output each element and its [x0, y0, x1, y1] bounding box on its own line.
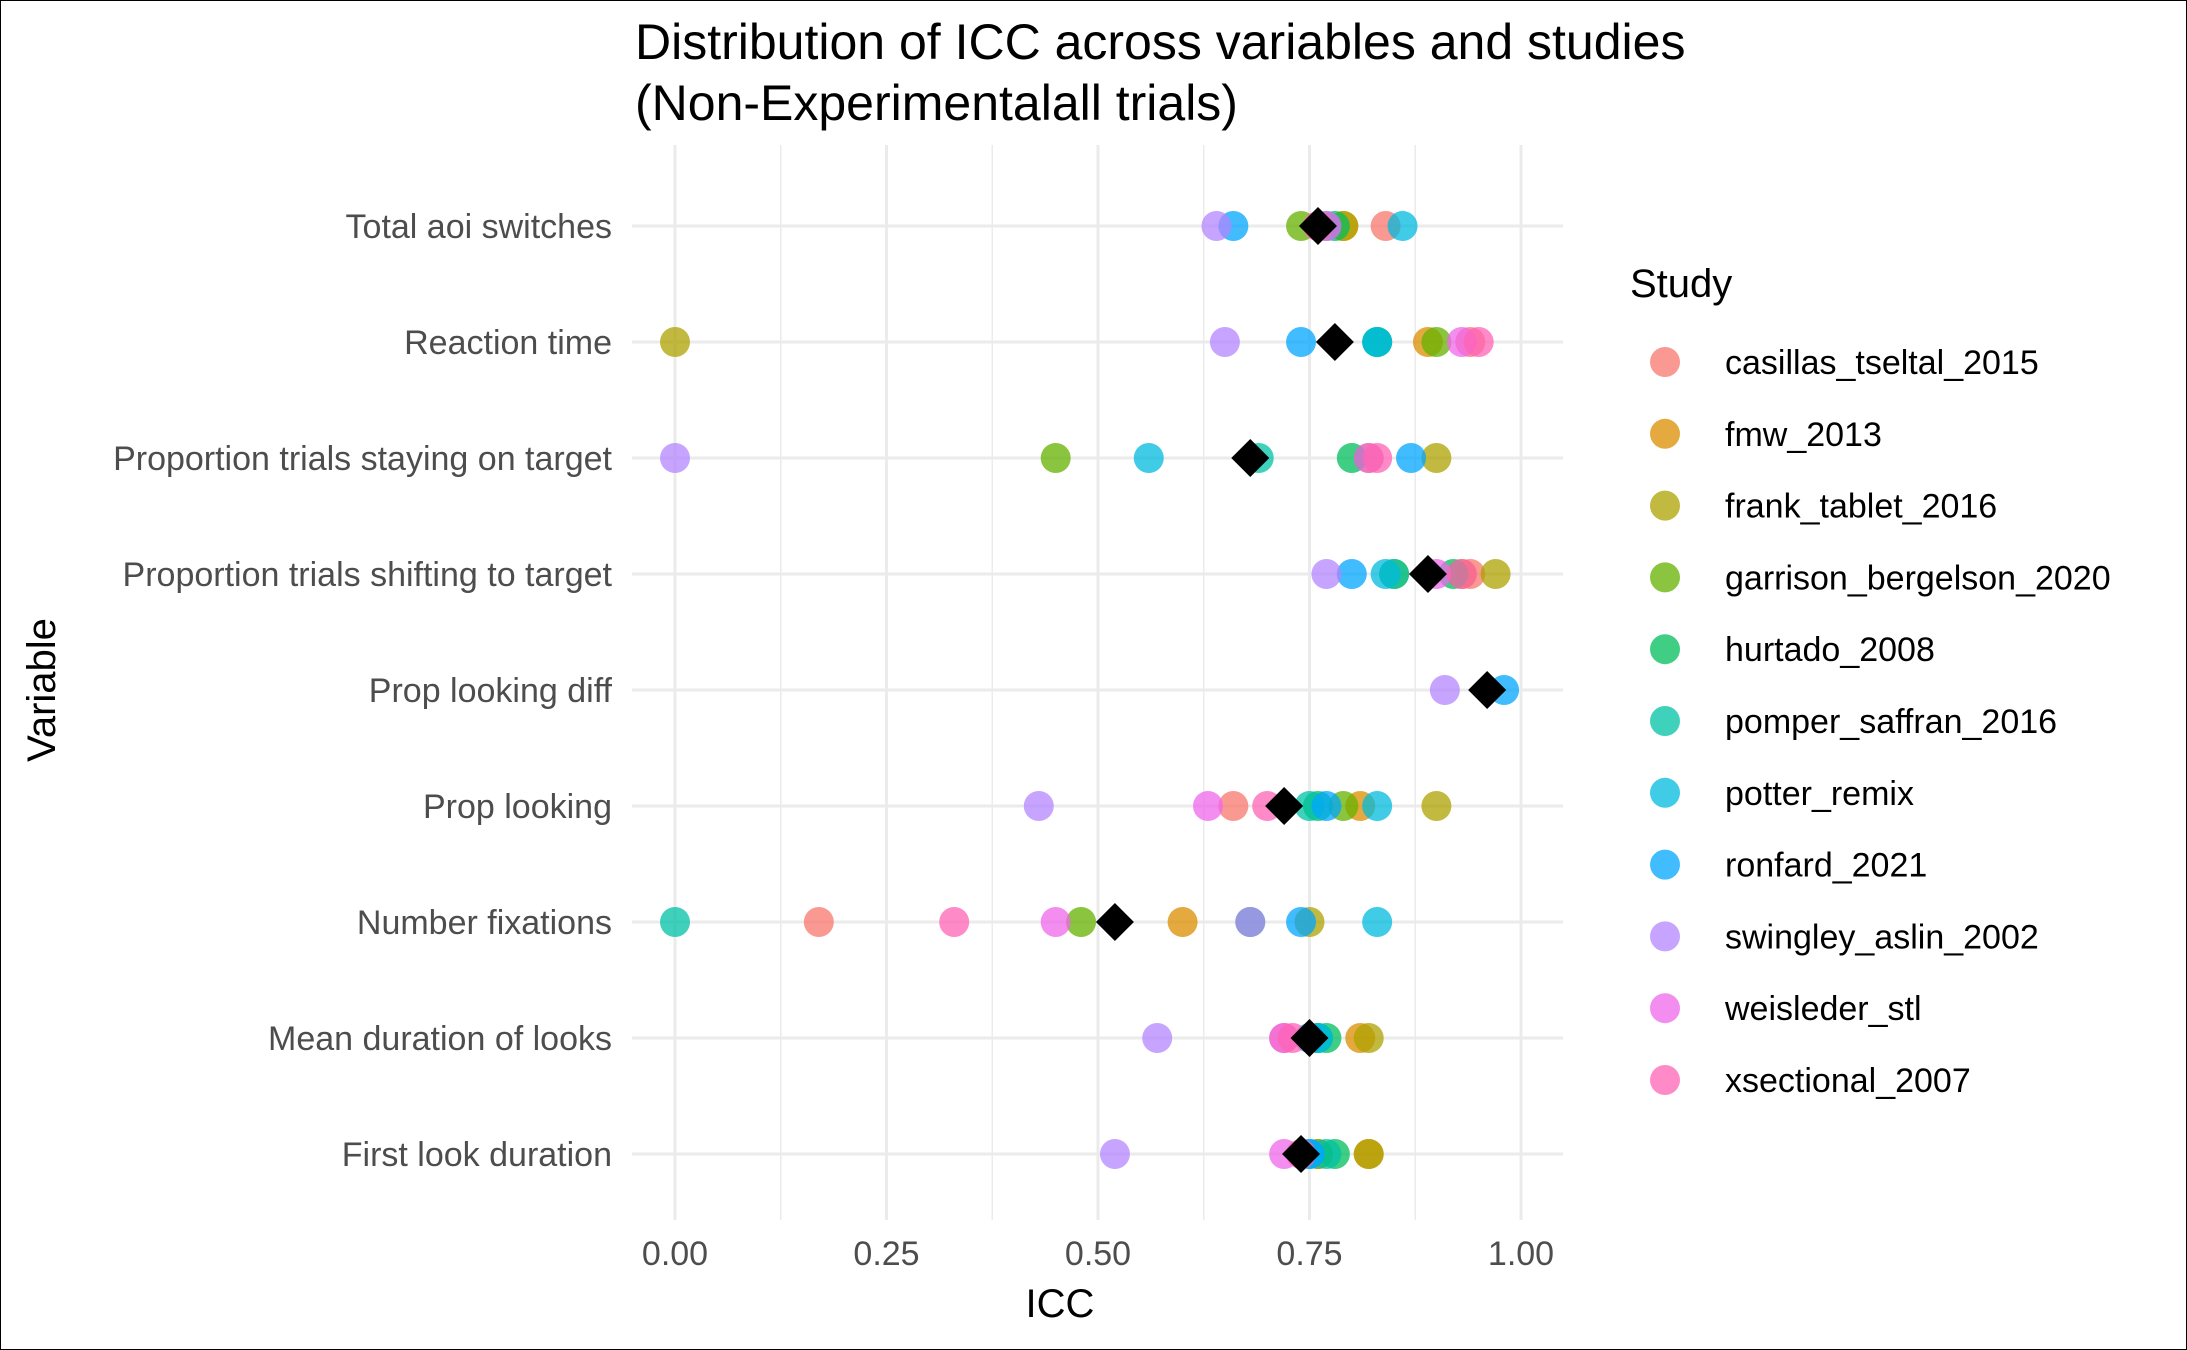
legend-key — [1650, 706, 1680, 736]
data-point — [660, 327, 690, 357]
summary-markers — [1095, 207, 1507, 1173]
data-point — [1235, 907, 1266, 937]
y-tick-label: Reaction time — [404, 324, 612, 362]
legend-key — [1650, 347, 1680, 377]
data-point — [1421, 443, 1452, 473]
legend-title: Study — [1630, 262, 1732, 306]
x-tick-labels: 0.00 0.25 0.50 0.75 1.00 — [642, 1235, 1554, 1273]
summary-diamond — [1408, 555, 1447, 593]
legend-label: weisleder_stl — [1724, 990, 1922, 1028]
data-point — [1362, 327, 1393, 357]
data-point — [1353, 1023, 1384, 1053]
summary-diamond — [1282, 1135, 1321, 1173]
data-point — [1218, 791, 1249, 821]
legend-key — [1650, 490, 1680, 521]
summary-diamond — [1231, 439, 1270, 477]
legend-key — [1650, 562, 1680, 593]
data-point — [1209, 327, 1240, 357]
data-point — [1362, 791, 1393, 821]
data-point — [660, 907, 690, 937]
legend-label: garrison_bergelson_2020 — [1725, 559, 2111, 597]
legend: Study casillas_tseltal_2015 fmw_2013frank… — [1630, 262, 2111, 1100]
y-tick-label: Prop looking — [423, 788, 612, 826]
data-point — [1167, 907, 1198, 937]
chart-title: Distribution of ICC across variables and… — [635, 14, 1685, 70]
summary-diamond — [1315, 323, 1354, 361]
chart-subtitle: (Non-Experimentalall trials) — [635, 75, 1238, 131]
data-point — [803, 907, 834, 937]
data-point — [1446, 559, 1477, 589]
legend-key — [1650, 777, 1680, 808]
summary-diamond — [1290, 1019, 1329, 1057]
y-tick-label: Prop looking diff — [369, 672, 613, 710]
x-tick-label: 0.00 — [642, 1235, 708, 1273]
data-point — [1040, 907, 1071, 937]
data-point — [1387, 211, 1418, 241]
data-point — [1286, 327, 1317, 357]
legend-label: hurtado_2008 — [1725, 631, 1935, 669]
legend-label: xsectional_2007 — [1725, 1062, 1971, 1100]
legend-label: potter_remix — [1725, 775, 1914, 813]
data-point — [1429, 675, 1460, 705]
legend-label: ronfard_2021 — [1725, 847, 1927, 885]
data-point — [1099, 1139, 1130, 1169]
data-point — [1192, 791, 1223, 821]
y-tick-label: Total aoi switches — [346, 208, 612, 246]
legend-key — [1650, 849, 1680, 880]
summary-diamond — [1095, 903, 1134, 941]
x-tick-label: 0.25 — [853, 1235, 919, 1273]
grid-lines — [632, 145, 1563, 1220]
data-point — [1201, 211, 1232, 241]
data-point — [1353, 1139, 1384, 1169]
legend-key — [1650, 993, 1680, 1024]
data-point — [1362, 907, 1393, 937]
legend-key — [1650, 418, 1680, 449]
data-point — [1336, 559, 1367, 589]
data-point — [939, 907, 970, 937]
data-point — [660, 443, 690, 473]
summary-diamond — [1265, 787, 1304, 825]
y-tick-label: Proportion trials staying on target — [113, 440, 612, 478]
summary-diamond — [1468, 671, 1507, 709]
y-tick-label: First look duration — [342, 1136, 612, 1174]
y-tick-labels: First look duration Mean duration of look… — [113, 208, 612, 1174]
legend-key — [1650, 634, 1680, 665]
y-tick-label: Mean duration of looks — [268, 1020, 612, 1058]
legend-key — [1650, 1065, 1680, 1095]
data-point — [1311, 791, 1342, 821]
data-point — [1421, 791, 1452, 821]
data-point — [1142, 1023, 1173, 1053]
data-point — [1040, 443, 1071, 473]
y-tick-label: Number fixations — [357, 904, 612, 942]
data-point — [1463, 327, 1494, 357]
data-point — [1480, 559, 1511, 589]
data-point — [1133, 443, 1164, 473]
x-tick-label: 0.50 — [1065, 1235, 1131, 1273]
legend-label: fmw_2013 — [1725, 416, 1882, 454]
data-point — [1362, 443, 1393, 473]
data-point — [1396, 443, 1427, 473]
data-point — [1066, 907, 1097, 937]
legend-label: casillas_tseltal_2015 — [1725, 344, 2039, 382]
legend-label: frank_tablet_2016 — [1725, 488, 1997, 526]
legend-key — [1650, 921, 1680, 952]
y-tick-label: Proportion trials shifting to target — [123, 556, 613, 594]
data-point — [1421, 327, 1452, 357]
y-axis-label: Variable — [20, 618, 64, 762]
x-tick-label: 0.75 — [1276, 1235, 1342, 1273]
summary-diamond — [1298, 207, 1337, 245]
data-point — [1311, 559, 1342, 589]
data-point — [1023, 791, 1054, 821]
x-tick-label: 1.00 — [1488, 1235, 1554, 1273]
x-axis-label: ICC — [1026, 1282, 1095, 1326]
legend-label: pomper_saffran_2016 — [1725, 703, 2057, 741]
data-point — [1370, 559, 1401, 589]
data-point — [1286, 907, 1317, 937]
legend-label: swingley_aslin_2002 — [1725, 918, 2039, 956]
